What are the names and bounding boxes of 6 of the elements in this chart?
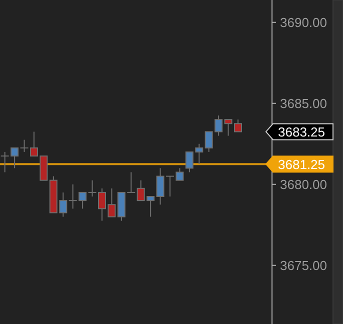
y-tick-label: 3680.00: [280, 176, 327, 192]
ref-line-label: 3681.25: [278, 157, 325, 172]
y-tick-label: 3675.00: [280, 258, 327, 273]
y-tick-label: 3690.00: [280, 14, 327, 30]
y-tick-label: 3685.00: [280, 96, 327, 111]
text: 3683.25: [278, 124, 325, 140]
